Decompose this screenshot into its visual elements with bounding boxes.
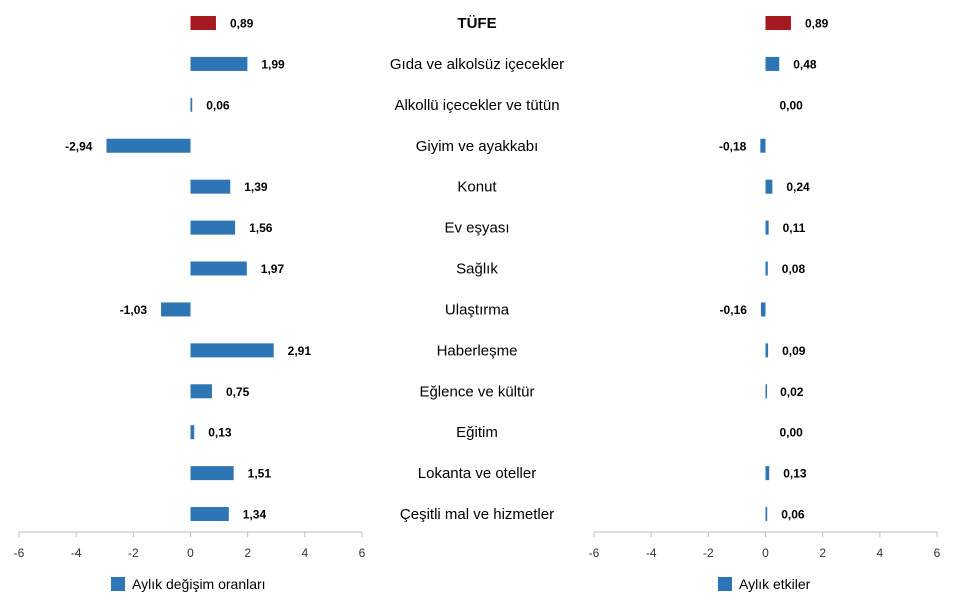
- change-bar: [190, 507, 229, 522]
- change-x-tick-label: -6: [14, 546, 25, 560]
- change-value-label: -2,94: [65, 139, 93, 153]
- contribution-x-tick-label: -2: [703, 546, 714, 560]
- contribution-bar: [760, 138, 766, 153]
- contribution-bar: [765, 384, 767, 399]
- change-value-label: 1,34: [243, 508, 267, 522]
- contribution-x-tick-label: 6: [934, 546, 941, 560]
- contribution-bar: [765, 261, 768, 276]
- change-value-label: 0,75: [226, 385, 250, 399]
- category-label: Lokanta ve oteller: [418, 465, 536, 482]
- change-value-label: 1,39: [244, 180, 268, 194]
- contribution-value-label: -0,18: [719, 139, 747, 153]
- contribution-value-label: 0,89: [805, 17, 829, 31]
- contribution-value-label: 0,00: [780, 98, 804, 112]
- contribution-value-label: 0,13: [783, 467, 807, 481]
- contribution-legend-swatch: [718, 577, 732, 591]
- change-value-label: 2,91: [288, 344, 312, 358]
- change-value-label: 0,13: [208, 426, 232, 440]
- category-label: Konut: [457, 179, 497, 196]
- change-value-label: 0,06: [206, 98, 230, 112]
- contribution-value-label: 0,24: [786, 180, 810, 194]
- contribution-bar: [765, 16, 791, 30]
- change-bar: [190, 56, 248, 71]
- contribution-value-label: 0,06: [781, 508, 805, 522]
- category-label: Sağlık: [456, 261, 498, 278]
- contribution-bar: [765, 343, 769, 358]
- change-x-tick-label: 0: [187, 546, 194, 560]
- category-label: Çeşitli mal ve hizmetler: [400, 506, 554, 523]
- change-bar: [190, 179, 231, 194]
- category-label: TÜFE: [457, 15, 496, 32]
- change-value-label: 1,51: [248, 467, 272, 481]
- change-bar: [190, 97, 193, 112]
- change-x-tick-label: -2: [128, 546, 139, 560]
- change-bar: [190, 466, 234, 481]
- category-label: Giyim ve ayakkabı: [416, 138, 539, 155]
- contribution-x-tick-label: 0: [762, 546, 769, 560]
- contribution-value-label: 0,11: [783, 221, 806, 235]
- change-x-tick-label: 6: [359, 546, 366, 560]
- change-legend-label: Aylık değişim oranları: [132, 576, 266, 592]
- contribution-value-label: 0,02: [780, 385, 804, 399]
- change-x-tick-label: 4: [301, 546, 308, 560]
- change-bar: [106, 138, 191, 153]
- change-x-tick-label: 2: [244, 546, 251, 560]
- category-label: Alkollü içecekler ve tütün: [394, 97, 559, 114]
- contribution-bar: [765, 56, 780, 71]
- contribution-value-label: 0,09: [782, 344, 806, 358]
- contribution-x-tick-label: -4: [646, 546, 657, 560]
- change-bar: [190, 261, 247, 276]
- contribution-value-label: 0,00: [780, 426, 804, 440]
- contribution-bar: [760, 302, 766, 317]
- contribution-bar: [765, 466, 770, 481]
- category-label: Ev eşyası: [444, 220, 509, 237]
- category-labels: TÜFE Gıda ve alkolsüz içecekler Alkollü iç…: [390, 15, 564, 523]
- change-bar: [190, 384, 212, 399]
- change-bar: [161, 302, 191, 317]
- change-legend-swatch: [111, 577, 125, 591]
- contribution-legend-label: Aylık etkiler: [739, 576, 811, 592]
- contribution-value-label: 0,48: [793, 57, 817, 71]
- change-value-label: 1,56: [249, 221, 273, 235]
- change-value-label: 1,97: [261, 262, 285, 276]
- change-bar: [190, 16, 216, 30]
- category-label: Haberleşme: [437, 342, 518, 359]
- contribution-x-tick-label: 2: [819, 546, 826, 560]
- change-x-tick-label: -4: [71, 546, 82, 560]
- contribution-bar: [765, 179, 773, 194]
- change-value-label: 0,89: [230, 17, 254, 31]
- monthly-change-chart: 0,89 1,99 0,06 -2,94 1,39 1,56 1,97 -1,03 2,91 0,…: [14, 16, 366, 592]
- category-label: Eğlence ve kültür: [419, 383, 534, 400]
- change-value-label: 1,99: [261, 57, 285, 71]
- contribution-value-label: -0,16: [720, 303, 748, 317]
- contribution-bar: [765, 507, 768, 522]
- contribution-x-tick-label: -6: [589, 546, 600, 560]
- category-label: Gıda ve alkolsüz içecekler: [390, 56, 564, 73]
- contribution-bar: [765, 220, 769, 235]
- contribution-x-tick-label: 4: [876, 546, 883, 560]
- change-bar: [190, 220, 236, 235]
- monthly-contribution-chart: 0,89 0,48 0,00 -0,18 0,24 0,11 0,08 -0,16 0,09 0,…: [589, 16, 941, 592]
- change-value-label: -1,03: [120, 303, 148, 317]
- category-label: Ulaştırma: [445, 301, 510, 318]
- contribution-value-label: 0,08: [782, 262, 806, 276]
- change-bar: [190, 425, 195, 440]
- change-bar: [190, 343, 274, 358]
- category-label: Eğitim: [456, 424, 498, 441]
